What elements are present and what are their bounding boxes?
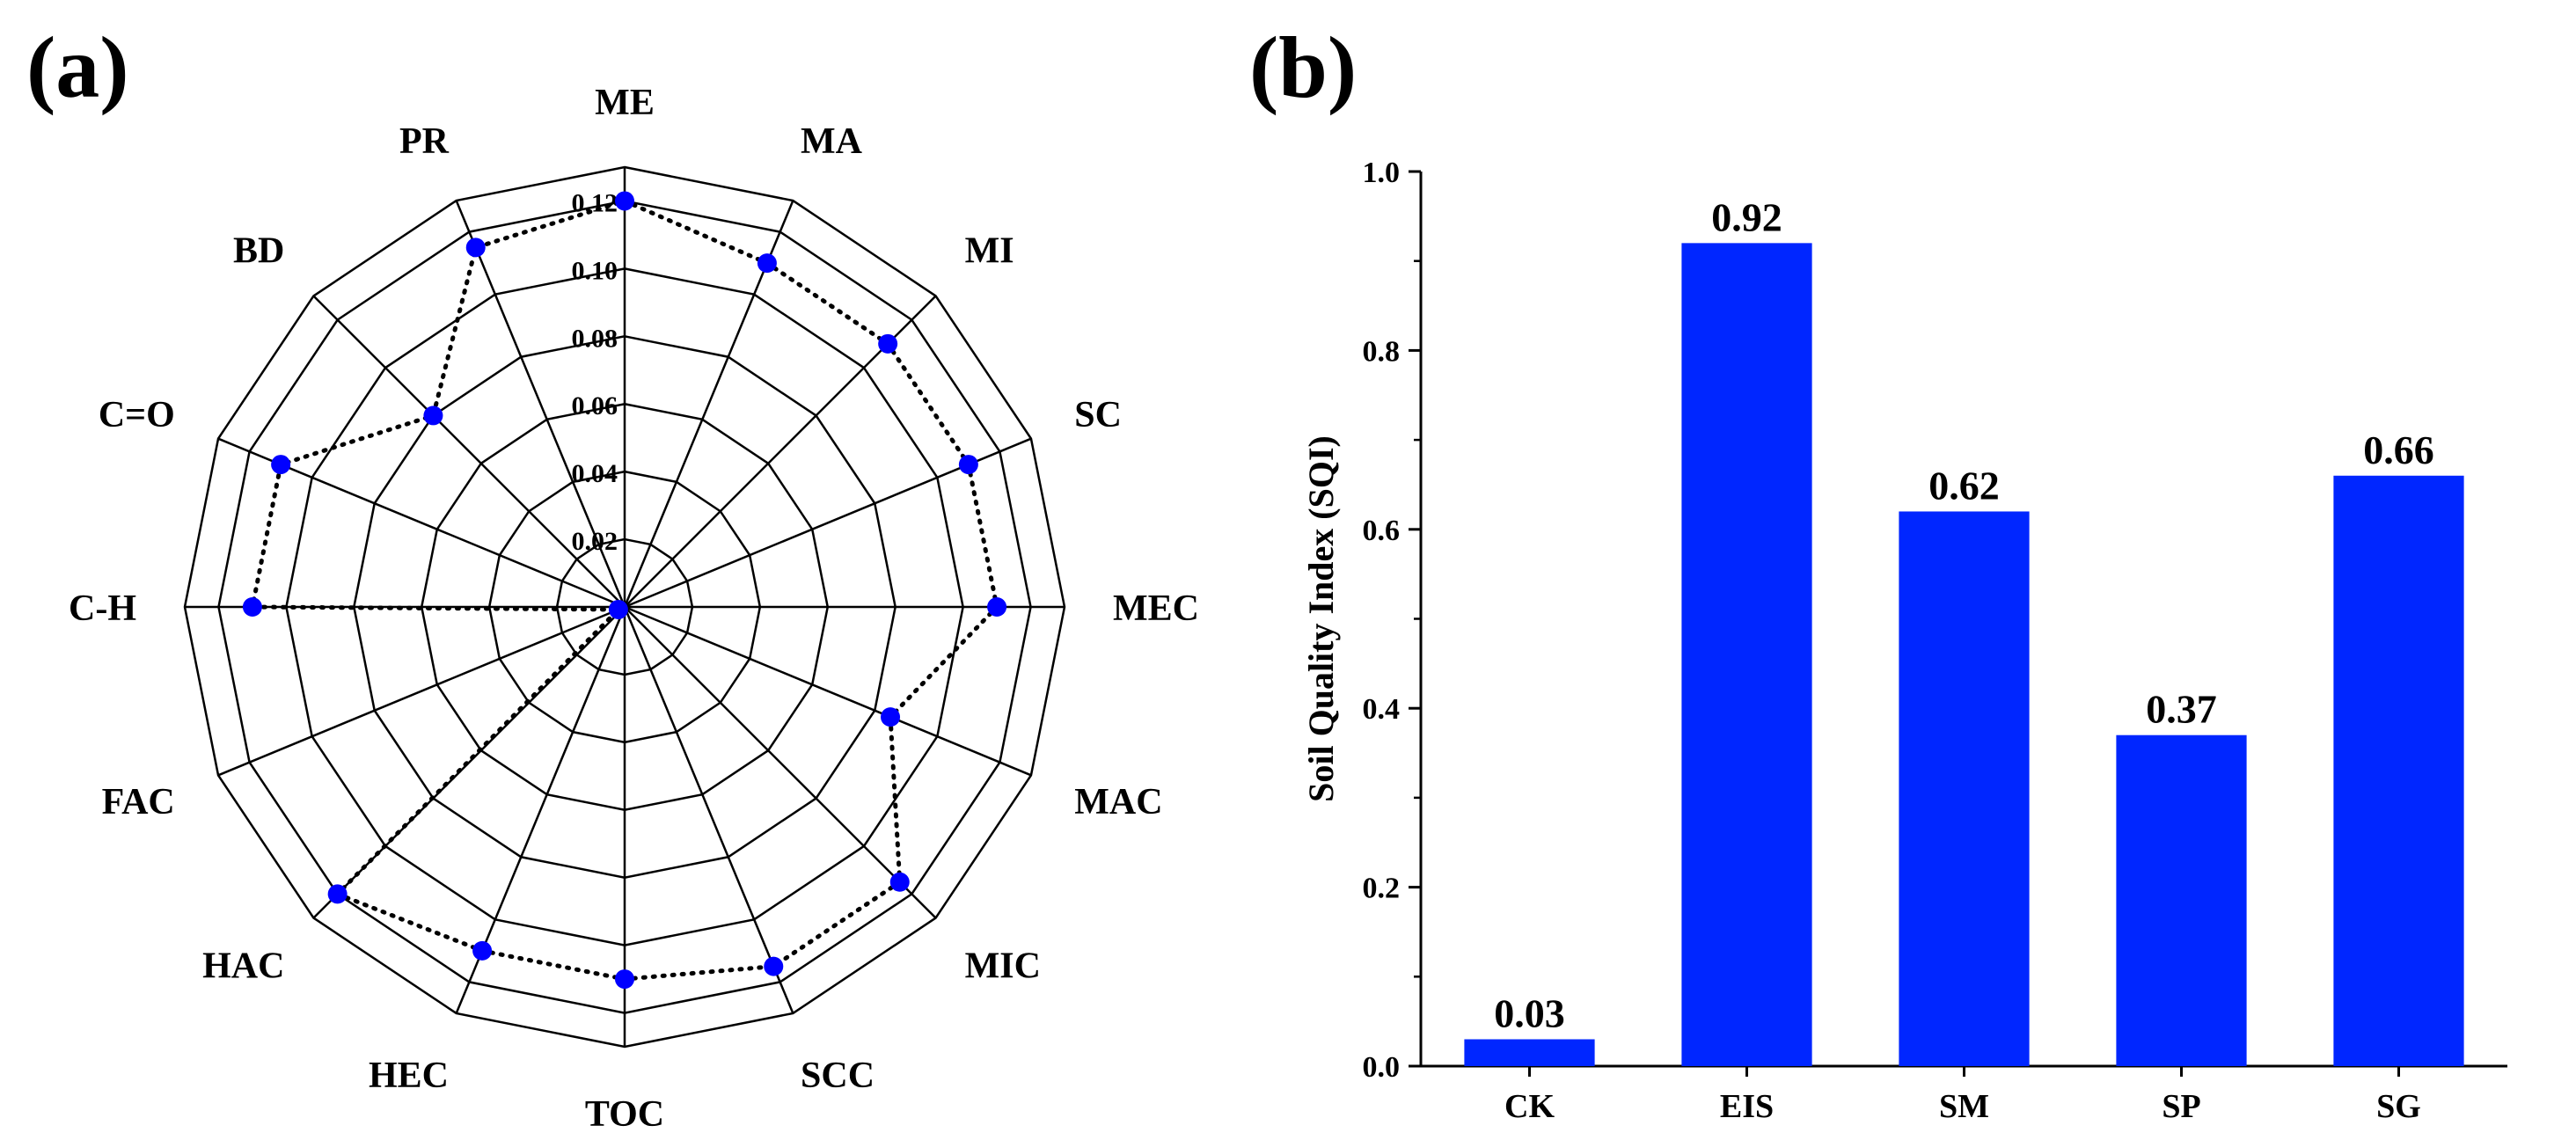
radar-category-label: FAC — [102, 782, 175, 822]
x-tick-label: SM — [1939, 1088, 1989, 1125]
radar-category-label: ME — [595, 83, 655, 123]
radar-category-label: MEC — [1113, 588, 1199, 629]
bar-chart: 0.0 0.2 0.4 0.6 0.8 1.0 Soil Quality Index (SQ… — [1301, 157, 2507, 1125]
radar-point-mec — [987, 597, 1007, 617]
radar-point-mac — [881, 707, 901, 727]
radar-spoke — [312, 295, 626, 608]
radar-tick-label: 0.10 — [572, 256, 618, 285]
radar-spoke — [624, 605, 1032, 777]
bar-value-label: 0.66 — [2363, 428, 2434, 472]
radar-category-label: MAC — [1074, 782, 1162, 822]
bar-eis — [1681, 243, 1812, 1066]
x-tick-label: SP — [2162, 1088, 2200, 1125]
radar-spoke — [217, 605, 626, 777]
radar-category-label: MI — [965, 230, 1014, 271]
radar-tick-label: 0.04 — [572, 459, 618, 488]
radar-chart: 0.02 0.04 0.06 0.08 0.10 0.12 ME MA MI SC MEC MAC MI… — [69, 83, 1199, 1135]
radar-category-label: HAC — [202, 946, 284, 987]
radar-category-label: PR — [399, 121, 450, 162]
bar-value-label: 0.62 — [1928, 463, 2000, 508]
radar-point-me — [615, 191, 634, 211]
bar-sm — [1899, 511, 2030, 1066]
radar-spoke — [624, 606, 937, 919]
bar-sg — [2333, 475, 2464, 1066]
radar-spoke — [312, 606, 626, 919]
bar-value-label: 0.92 — [1711, 194, 1782, 239]
radar-category-label: SC — [1074, 395, 1122, 435]
radar-point-fac — [608, 599, 628, 619]
radar-category-label: MA — [801, 121, 863, 162]
y-tick-label: 0.0 — [1363, 1051, 1401, 1084]
radar-point-ceqo — [271, 455, 291, 475]
radar-tick-label: 0.08 — [572, 324, 618, 353]
radar-category-label: BD — [233, 230, 284, 271]
radar-tick-label: 0.02 — [572, 527, 618, 556]
radar-category-label: C-H — [69, 588, 136, 629]
radar-point-sc — [958, 455, 978, 475]
y-tick-label: 1.0 — [1363, 157, 1401, 189]
radar-point-pr — [465, 238, 486, 258]
radar-category-label: TOC — [585, 1094, 664, 1135]
radar-spoke — [623, 606, 794, 1014]
radar-tick-label: 0.06 — [572, 391, 618, 420]
radar-category-label: MIC — [965, 946, 1041, 987]
radar-point-scc — [764, 956, 784, 976]
bar-value-label: 0.37 — [2146, 687, 2217, 732]
x-tick-label: CK — [1504, 1088, 1555, 1125]
radar-point-toc — [615, 969, 634, 990]
bar-value-label: 0.03 — [1494, 990, 1565, 1035]
y-tick-label: 0.4 — [1363, 693, 1401, 726]
bar-ck — [1464, 1039, 1595, 1066]
radar-point-ma — [757, 253, 777, 274]
radar-spoke — [455, 200, 626, 608]
y-tick-label: 0.2 — [1363, 873, 1401, 905]
y-tick-label: 0.6 — [1363, 515, 1401, 547]
radar-point-hec — [472, 940, 493, 961]
y-tick-label: 0.8 — [1363, 335, 1401, 368]
radar-point-bd — [423, 406, 443, 426]
radar-category-label: HEC — [369, 1056, 449, 1096]
panel-label-b: (b) — [1249, 18, 1357, 116]
radar-point-hac — [327, 884, 348, 904]
panel-label-a: (a) — [26, 18, 129, 116]
y-axis-title: Soil Quality Index (SQI) — [1301, 435, 1341, 802]
radar-point-mi — [878, 333, 898, 354]
radar-point-c-h — [242, 597, 262, 617]
bar-sp — [2116, 734, 2247, 1066]
radar-category-label: SCC — [801, 1056, 875, 1096]
radar-category-label: C=O — [99, 395, 175, 435]
x-tick-label: SG — [2376, 1088, 2421, 1125]
radar-point-mic — [889, 872, 910, 892]
x-tick-label: EIS — [1720, 1088, 1774, 1125]
radar-tick-label: 0.12 — [572, 188, 618, 217]
